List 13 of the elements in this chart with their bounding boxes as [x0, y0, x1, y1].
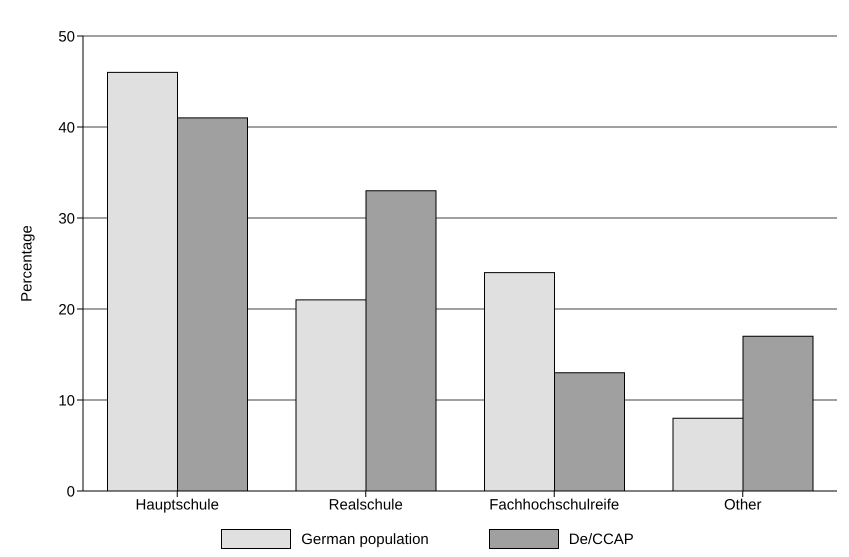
x-tick-label: Other: [724, 496, 762, 514]
y-tick-label: 10: [58, 392, 75, 410]
y-tick-label: 40: [58, 119, 75, 136]
x-tick-label: Fachhochschulreife: [489, 496, 620, 514]
y-tick-label: 30: [58, 210, 75, 228]
y-axis-title: Percentage: [18, 225, 36, 302]
y-tick-label: 0: [66, 483, 75, 500]
x-tick-label: Hauptschule: [136, 496, 219, 514]
legend-label: De/CCAP: [568, 530, 634, 548]
y-tick-label: 50: [58, 28, 75, 46]
legend-label: German population: [301, 530, 429, 548]
x-tick-label: Realschule: [328, 496, 403, 514]
y-tick-label: 20: [58, 301, 75, 318]
